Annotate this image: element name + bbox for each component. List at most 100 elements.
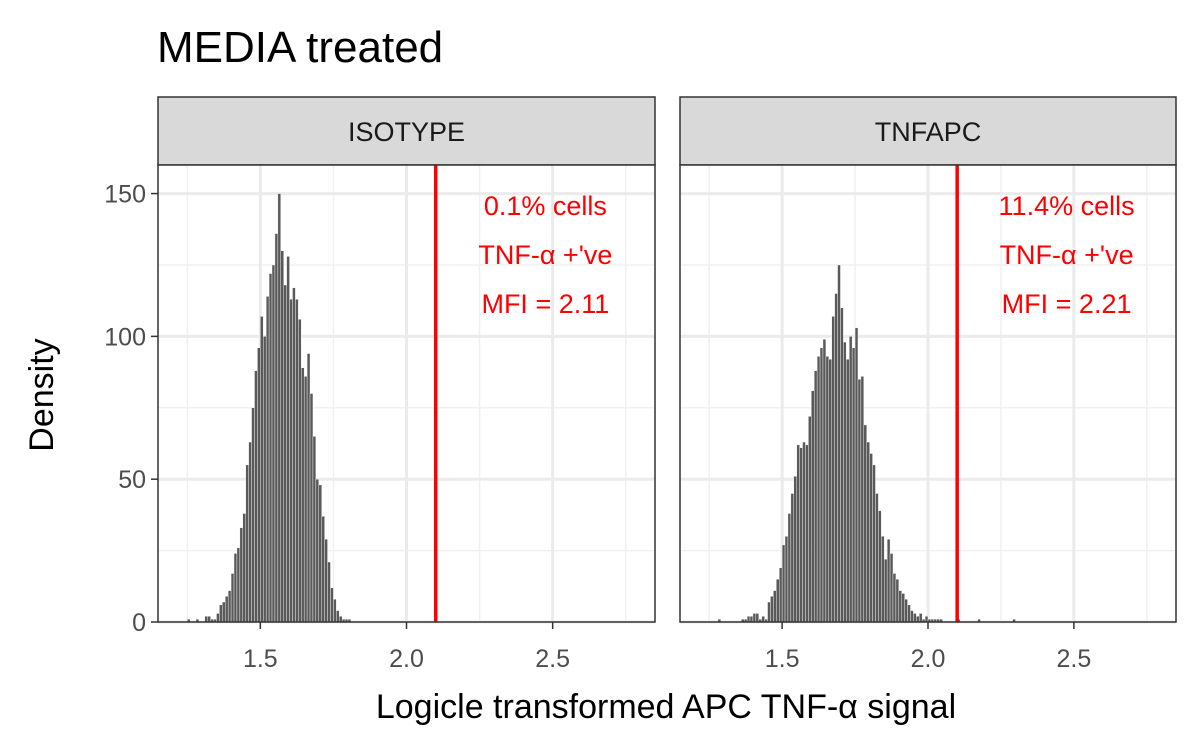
x-tick-label: 2.5 [1056,645,1091,673]
histogram-bar [271,264,276,623]
histogram-bar [263,336,267,623]
panel-tnfapc: TNFAPC 11.4% cells TNF-α +'ve MFI = 2.21… [679,96,1177,673]
histogram-bar [892,573,897,623]
histogram-bar [799,447,803,623]
strip-label-isotype: ISOTYPE [348,117,465,147]
histogram-bar [822,339,827,623]
histogram-bar [265,296,270,623]
histogram-bar [219,604,223,623]
histogram-bar [881,536,885,623]
histogram-bar [292,287,296,623]
histogram-bar [251,407,255,623]
histogram-bar [324,538,328,623]
histogram-bar [808,416,812,623]
y-tick-label: 50 [118,466,146,494]
x-tick-label: 1.5 [765,645,800,673]
histogram-bar [755,613,759,623]
histogram-bar [846,359,850,623]
histogram-bar [857,379,862,623]
x-tick-label: 2.0 [911,645,946,673]
histogram-bar [207,616,211,623]
histogram-bar [222,601,226,623]
histogram-bar [860,376,865,623]
annotation-line1-tnfapc: 11.4% cells [999,191,1135,221]
histogram-bar [268,273,273,623]
histogram-bar [895,578,900,623]
histogram-bar [236,547,241,623]
histogram-bar [333,598,337,623]
histogram-bar [878,510,882,623]
y-tick-label: 150 [104,181,146,209]
histogram-bar [790,493,794,623]
histogram-bar [227,590,232,623]
histogram-bar [784,536,789,623]
histogram-bar [863,424,867,623]
histogram-bar [289,299,293,623]
histogram-bar [919,613,923,623]
histogram-bar [295,299,299,623]
histogram-bar [306,353,311,623]
histogram-bar [274,233,279,623]
histogram-bar [260,316,264,623]
y-tick-label: 100 [104,323,146,351]
histogram-bar [793,476,797,623]
histogram-bar [811,390,815,623]
histogram-bar [230,573,235,623]
y-axis: 0 50 100 150 [104,181,158,637]
histogram-bar [309,393,314,623]
histogram-bar [884,558,888,623]
histogram-bar [233,553,238,623]
histogram-bar [781,544,786,623]
histogram-bar [886,538,891,623]
histogram-bar [916,616,920,623]
histogram-bar [854,327,859,623]
histogram-bar [257,347,261,623]
histogram-bar [286,256,290,623]
x-tick-label: 2.5 [535,645,570,673]
strip-isotype [157,96,656,166]
histogram-bar [767,601,771,623]
histogram-bar [814,370,818,623]
annotation-line3-isotype: MFI = 2.11 [481,289,609,319]
histogram-bar [225,596,229,623]
histogram-bar [318,484,322,623]
histogram-bar [816,356,821,623]
histogram-bar [776,578,780,623]
histogram-bar [277,193,281,623]
annotation-line3-tnfapc: MFI = 2.21 [1002,289,1132,319]
histogram-bar [819,347,824,623]
histogram-bar [889,553,894,623]
histogram-bar [913,613,917,623]
histogram-bar [898,590,902,623]
histogram-bar [239,527,243,623]
histogram-bar [828,359,832,623]
histogram-bar [245,464,249,623]
histogram-bar [242,513,246,623]
histogram-bar [749,616,754,623]
histogram-bar [787,513,792,623]
histogram-bar [805,444,809,623]
histogram-bar [875,493,879,623]
histogram-bar [924,616,929,623]
histogram-bar [330,587,334,623]
histogram-bar [298,319,302,623]
x-axis-tnfapc: 1.5 2.0 2.5 [765,622,1091,673]
y-tick-label: 0 [132,609,146,637]
histogram-bar [761,616,765,623]
histogram-bar [770,596,774,623]
histogram-bar [825,356,829,623]
histogram-bar [910,610,914,623]
histogram-bar [248,441,252,623]
histogram-bar [280,250,284,623]
histogram-bar [843,341,847,623]
histogram-bar [315,478,319,623]
histogram-bar [834,293,838,623]
histogram-bar [901,593,905,623]
y-axis-title: Density [23,338,61,451]
histogram-bar [752,613,757,623]
histogram-bar [907,604,911,623]
histogram-bar [904,598,908,623]
strip-label-tnfapc: TNFAPC [875,117,982,147]
histogram-bar [796,444,800,623]
histogram-bar [869,453,873,623]
